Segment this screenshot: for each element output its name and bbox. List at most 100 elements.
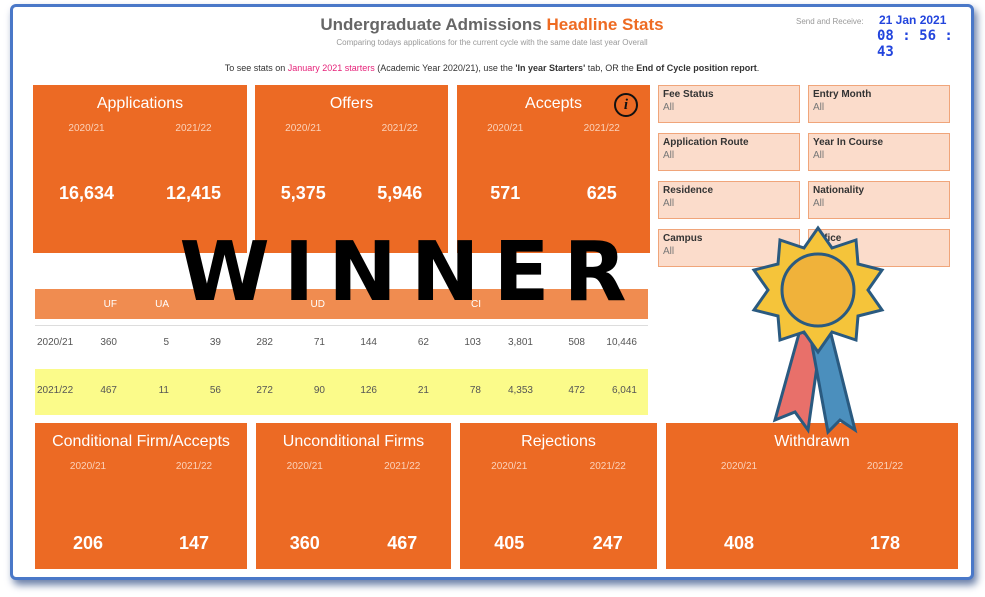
card-year: 2020/21 <box>69 461 107 472</box>
table-cell: 21 <box>417 385 429 396</box>
notice-part: (Academic Year 2020/21), use the <box>374 63 516 73</box>
card-year: 2020/21 <box>491 461 528 472</box>
notice-part: . <box>756 63 760 73</box>
row-label: 2021/22 <box>37 385 74 396</box>
table-cell: 6,041 <box>611 385 637 396</box>
row-rule <box>35 325 648 326</box>
table-cell: 10,446 <box>606 337 637 348</box>
card-year: 2020/21 <box>487 123 524 134</box>
filter-value: All <box>663 246 675 257</box>
notice: To see stats on January 2021 starters (A… <box>13 63 971 73</box>
highlight-row <box>35 369 648 415</box>
table-cell: 5 <box>163 337 169 348</box>
title: Undergraduate Admissions Headline Stats <box>13 15 971 35</box>
card-value: 571 <box>490 183 521 203</box>
subtitle: Comparing todays applications for the cu… <box>336 38 648 47</box>
stat-card: Offers 2020/21 2021/22 5,375 5,946 <box>255 85 448 253</box>
filter: Entry Month All <box>808 85 950 123</box>
filter-label: Nationality <box>813 185 865 196</box>
filter-label: Campus <box>663 233 703 244</box>
table-cell: 78 <box>469 385 481 396</box>
card-value: 147 <box>178 533 210 553</box>
row-label: 2020/21 <box>37 337 74 348</box>
stat-card: Withdrawn 2020/21 2021/22 408 178 <box>666 423 958 569</box>
column-header: CI <box>471 299 481 310</box>
filter-label: Residence <box>663 185 714 196</box>
card-value: 408 <box>723 533 755 553</box>
table-cell: 103 <box>464 337 481 348</box>
table-cell: 71 <box>313 337 325 348</box>
card-value: 5,375 <box>280 183 326 203</box>
filter-value: All <box>663 198 675 209</box>
filter: Application Route All <box>658 133 800 171</box>
card-year: 2021/22 <box>583 123 620 134</box>
ribbon-icon <box>751 225 885 436</box>
title-text: Undergraduate Admissions <box>320 15 542 34</box>
card-value: 12,415 <box>165 183 222 203</box>
title-highlight: Headline Stats <box>546 15 664 34</box>
table-cell: 11 <box>158 385 169 396</box>
table-cell: 508 <box>568 337 585 348</box>
filter: Residence All <box>658 181 800 219</box>
card-title: Withdrawn <box>774 433 850 450</box>
stat-card: Conditional Firm/Accepts 2020/21 2021/22 20… <box>35 423 247 569</box>
card-value: 178 <box>869 533 901 553</box>
card-value: 5,946 <box>377 183 423 203</box>
refresh-label: Send and Receive: <box>796 17 864 26</box>
stat-card: Rejections 2020/21 2021/22 405 247 <box>460 423 657 569</box>
stat-card: Unconditional Firms 2020/21 2021/22 360 467 <box>256 423 451 569</box>
notice-part: 'In year Starters' <box>515 63 586 73</box>
table-cell: 144 <box>360 337 377 348</box>
card-title: Conditional Firm/Accepts <box>52 433 230 450</box>
table-cell: 62 <box>417 337 429 348</box>
filter: Campus All <box>658 229 800 267</box>
card-value: 206 <box>72 533 104 553</box>
table-cell: 3,801 <box>507 337 533 348</box>
card-year: 2021/22 <box>175 461 213 472</box>
card-year: 2021/22 <box>589 461 626 472</box>
card-title: Rejections <box>521 433 596 450</box>
column-header: UA <box>155 299 169 310</box>
table-cell: 272 <box>256 385 273 396</box>
notice-part: tab, OR the <box>585 63 637 73</box>
filter-value: All <box>813 150 825 161</box>
filter-value: All <box>663 150 675 161</box>
card-year: 2021/22 <box>866 461 904 472</box>
column-header: UF <box>103 299 117 310</box>
filter-label: Application Route <box>663 137 749 148</box>
card-title: Accepts <box>525 95 582 112</box>
card-year: 2020/21 <box>720 461 758 472</box>
table-cell: 4,353 <box>507 385 533 396</box>
table-cell: 472 <box>568 385 585 396</box>
info-icon: i <box>614 93 638 117</box>
filter-label: Year In Course <box>813 137 884 148</box>
filter-label: Fee Status <box>663 89 714 100</box>
card-title: Unconditional Firms <box>282 433 425 450</box>
filter-label: Entry Month <box>813 89 872 100</box>
table-cell: 90 <box>313 385 325 396</box>
card-value: 360 <box>289 533 320 553</box>
time: 08 : 56 : 43 <box>877 28 953 60</box>
table-cell: 56 <box>209 385 221 396</box>
table-cell: 39 <box>209 337 221 348</box>
stat-card: Accepts 2020/21 2021/22 571 625 i <box>457 85 650 253</box>
table-cell: 467 <box>100 385 117 396</box>
card-year: 2021/22 <box>384 461 421 472</box>
card-value: 625 <box>586 183 617 203</box>
filter-value: All <box>813 198 825 209</box>
card-value: 16,634 <box>58 183 115 203</box>
card-title: Applications <box>96 95 184 112</box>
card-year: 2020/21 <box>68 123 105 134</box>
card-value: 405 <box>494 533 525 553</box>
table-cell: 360 <box>100 337 117 348</box>
notice-part: To see stats on <box>224 63 288 73</box>
column-header: UD <box>310 299 325 310</box>
card-title: Offers <box>329 95 374 112</box>
filter: Fee Status All <box>658 85 800 123</box>
card-year: 2021/22 <box>175 123 212 134</box>
card-year: 2021/22 <box>381 123 418 134</box>
filter-value: All <box>663 102 675 113</box>
filter: Year In Course All <box>808 133 950 171</box>
